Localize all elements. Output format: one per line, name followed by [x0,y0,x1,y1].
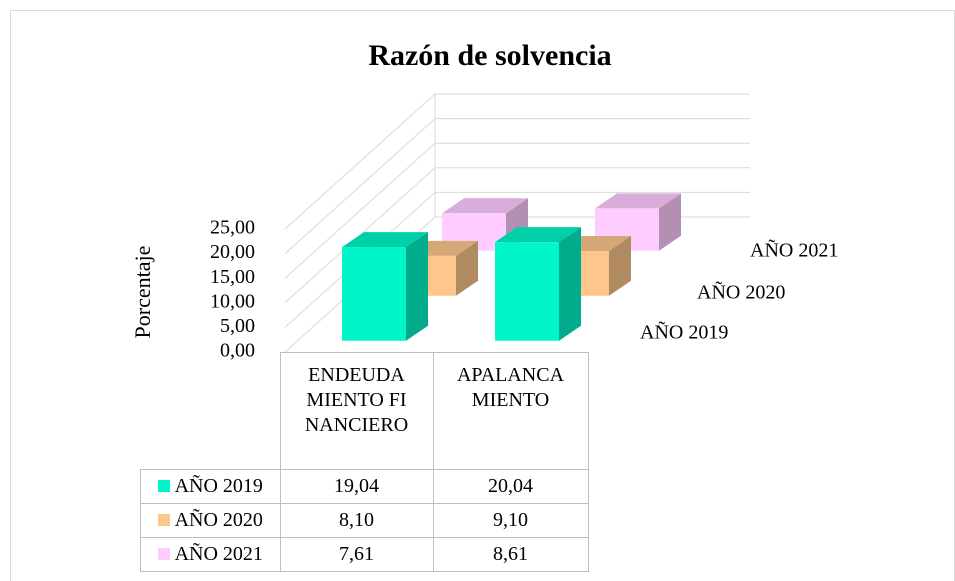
bar-top [495,227,581,243]
legend-swatch [157,480,170,492]
depth-axis-label: AÑO 2019 [640,320,728,344]
table-row: AÑO 2021 7,61 8,61 [140,537,589,572]
chart-title: Razón de solvencia [368,39,611,72]
legend-cell: AÑO 2021 [140,537,281,572]
value-cell: 19,04 [279,469,434,504]
bar-side [559,227,581,341]
y-tick-label: 10,00 [210,290,255,312]
value-cell: 9,10 [432,503,589,538]
table-row: AÑO 2020 8,10 9,10 [140,503,589,538]
category-cell: ENDEUDAMIENTO FINANCIERO [279,352,434,470]
bar-front [342,247,406,341]
y-tick-label: 15,00 [210,266,255,288]
legend-swatch [157,548,170,560]
legend-label: AÑO 2019 [174,475,263,497]
blank [140,352,281,470]
bar [595,193,681,251]
category-label: APALANCAMIENTO [456,364,565,411]
y-tick-label: 5,00 [220,315,255,337]
value-cell: 8,10 [279,503,434,538]
legend-swatch [157,514,170,526]
bar-top [442,198,528,214]
legend-label: AÑO 2021 [174,543,263,565]
bar-side [659,193,681,251]
legend-cell: AÑO 2019 [140,469,281,504]
value-cell: 7,61 [279,537,434,572]
bar [495,227,581,341]
bar-side [456,240,478,296]
bar-top [595,193,681,209]
table-header: ENDEUDAMIENTO FINANCIERO APALANCAMIENTO [140,352,589,470]
bar-side [609,235,631,296]
value-cell: 20,04 [432,469,589,504]
y-tick-label: 25,00 [210,217,255,239]
category-label: ENDEUDAMIENTO FINANCIERO [304,364,409,436]
y-tick-label: 20,00 [210,241,255,263]
bar-top [342,232,428,248]
value-cell: 8,61 [432,537,589,572]
legend-cell: AÑO 2020 [140,503,281,538]
bar [342,232,428,341]
legend-label: AÑO 2020 [174,509,263,531]
depth-axis-label: AÑO 2020 [697,280,785,304]
depth-axis-label: AÑO 2021 [750,238,838,262]
bar-front [495,242,559,341]
category-cell: APALANCAMIENTO [432,352,589,470]
data-table: ENDEUDAMIENTO FINANCIERO APALANCAMIENTO … [140,352,589,572]
y-axis-label: Porcentaje [130,246,155,339]
bar-side [406,232,428,341]
table-row: AÑO 2019 19,04 20,04 [140,469,589,504]
